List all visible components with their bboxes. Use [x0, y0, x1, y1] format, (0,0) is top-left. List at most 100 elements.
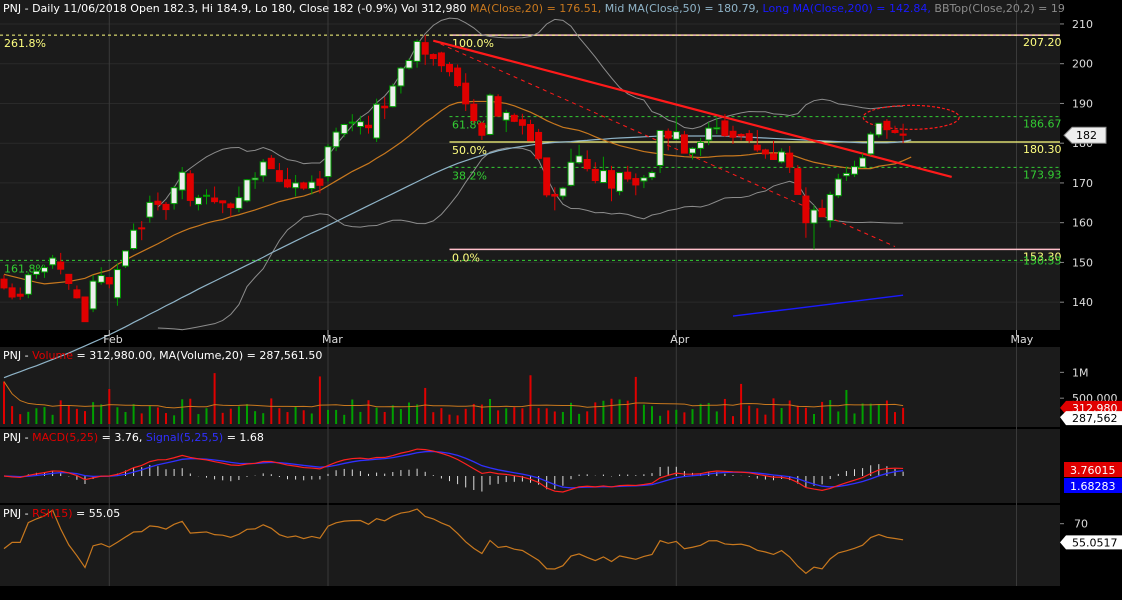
candle-down: [527, 124, 534, 142]
price-tick-label: 160: [1072, 217, 1093, 230]
candle-down: [721, 120, 729, 137]
candle-up: [834, 178, 842, 197]
header-bb: BBTop(Close,20,2) = 19: [930, 2, 1065, 15]
last-price-label: 182: [1076, 129, 1097, 142]
candle-down: [365, 124, 372, 129]
volume-header-rest: = 312,980.00, MA(Volume,20) = 287,561.50: [73, 349, 323, 362]
candle-up: [616, 172, 624, 192]
macd-header-rest1: = 3.76,: [98, 431, 146, 444]
candle-down: [16, 293, 24, 297]
rsi-tick-label: 70: [1074, 518, 1088, 531]
candle-down: [770, 153, 777, 160]
candle-up: [713, 127, 721, 130]
candle-up: [308, 181, 316, 190]
macd-header: PNJ - MACD(5,25) = 3.76, Signal(5,25,5) …: [3, 431, 264, 444]
candle-down: [381, 105, 389, 109]
candle-up: [235, 197, 243, 209]
volume-header: PNJ - Volume = 312,980.00, MA(Volume,20)…: [3, 349, 322, 362]
month-label: Apr: [670, 333, 690, 346]
candle-down: [737, 133, 745, 137]
highlight-ellipse: [862, 104, 960, 130]
candle-down: [680, 134, 688, 154]
price-tick-label: 140: [1072, 296, 1093, 309]
fib-pct-label: 100.0%: [452, 37, 494, 50]
last-price-badge: [1063, 126, 1107, 144]
candle-up: [41, 267, 48, 273]
volume-ma-badge: [1060, 411, 1122, 426]
ma200-line: [732, 294, 904, 317]
candle-up: [567, 161, 575, 186]
candle-down: [624, 171, 632, 180]
macd-header-rest2: = 1.68: [223, 431, 264, 444]
header-ma50: Mid MA(Close,50) = 180.79,: [601, 2, 760, 15]
volume-header-prefix: PNJ -: [3, 349, 33, 362]
candle-up: [24, 274, 32, 295]
candle-down: [786, 152, 794, 168]
candle-down: [284, 179, 291, 188]
volume-tick-label: 1M: [1072, 366, 1089, 379]
fib-value-label: 180.30: [1023, 143, 1062, 156]
month-label: Mar: [322, 333, 343, 346]
candle-down: [211, 197, 219, 203]
candle-down: [57, 261, 65, 270]
candle-up: [32, 270, 40, 275]
candle-up: [875, 122, 883, 136]
candle-down: [275, 170, 283, 182]
macd-value-badge: [1064, 462, 1122, 477]
candle-down: [745, 133, 753, 141]
macd-header-macd: MACD(5,25): [32, 431, 99, 444]
candle-down: [761, 149, 769, 155]
candle-up: [170, 187, 178, 205]
candle-up: [49, 257, 57, 266]
candle-down: [8, 287, 16, 298]
fib-pct-label: 0.0%: [452, 251, 480, 264]
fib-pct-label: 61.8%: [452, 119, 487, 132]
price-tick-label: 210: [1072, 18, 1093, 31]
macd-value-label: 3.76015: [1070, 464, 1116, 477]
candle-down: [0, 278, 8, 289]
bollinger-bottom: [157, 147, 904, 331]
price-tick-label: 200: [1072, 58, 1093, 71]
candle-down: [65, 273, 73, 284]
candle-up: [705, 127, 713, 141]
candle-up: [130, 229, 138, 250]
candle-down: [794, 168, 802, 195]
candle-down: [608, 170, 615, 189]
candle-down: [186, 173, 194, 201]
candle-down: [429, 54, 437, 60]
candle-up: [599, 170, 607, 184]
month-label: May: [1011, 333, 1034, 346]
header-ma20: MA(Close,20) = 176.51,: [470, 2, 602, 15]
candle-up: [97, 275, 105, 283]
time-axis-strip: [0, 330, 1060, 347]
candle-up: [356, 121, 364, 127]
rsi-panel: [0, 505, 1060, 586]
ma50-line: [3, 135, 912, 379]
candle-down: [510, 114, 518, 122]
fib-value-label: 186.67: [1023, 118, 1062, 131]
candle-up: [332, 131, 340, 148]
rsi-header-prefix: PNJ -: [3, 507, 33, 520]
month-label: Feb: [103, 333, 122, 346]
candle-down: [81, 296, 89, 323]
candle-up: [340, 124, 348, 135]
candle-up: [203, 194, 210, 197]
fib-value-label: 150.53: [1023, 254, 1062, 267]
candle-up: [486, 94, 494, 135]
candle-up: [259, 161, 267, 177]
candle-up: [648, 172, 656, 178]
price-tick-label: 190: [1072, 97, 1093, 110]
candle-up: [867, 133, 875, 155]
candle-down: [891, 129, 899, 133]
macd-header-prefix: PNJ -: [3, 431, 33, 444]
header-symbol: PNJ: [3, 2, 22, 15]
rsi-value-label: 55.0517: [1072, 536, 1118, 549]
candle-up: [146, 201, 154, 218]
candle-up: [559, 187, 567, 197]
candle-down: [583, 158, 591, 170]
candle-up: [672, 131, 680, 140]
candle-up: [697, 141, 705, 149]
candle-down: [543, 157, 551, 196]
candle-up: [251, 177, 259, 181]
